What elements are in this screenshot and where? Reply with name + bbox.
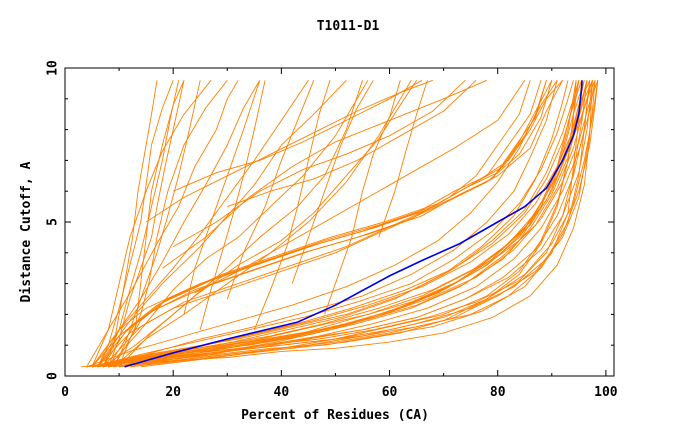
highlight-line-group [124, 80, 583, 368]
series-line-narrow-2 [97, 80, 174, 368]
x-axis-label: Percent of Residues (CA) [241, 408, 429, 423]
series-line-band-2 [97, 80, 553, 368]
series-line-cross-5 [194, 80, 526, 294]
series-line-steep-8 [199, 80, 266, 330]
series-line-bundle-15 [91, 80, 574, 368]
y-tick-label: 0 [46, 372, 61, 380]
series-line-slow-2 [108, 80, 582, 368]
series-line-mid-2 [97, 79, 347, 368]
series-line-cross-1 [162, 79, 488, 269]
series-line-narrow-6 [102, 80, 180, 367]
series-line-far-1 [129, 80, 599, 368]
series-line-cross-6 [227, 79, 477, 208]
series-line-slow-3 [119, 80, 593, 368]
series-line-slow-1 [97, 80, 591, 368]
series-line-narrow-1 [102, 80, 158, 368]
series-line-mid-8 [118, 80, 417, 368]
series-line-far-2 [140, 80, 599, 368]
x-tick-label: 80 [490, 385, 506, 400]
series-line-steep-5 [378, 80, 428, 238]
series-line-slow-4 [129, 80, 596, 368]
series-line-mid-3 [107, 80, 369, 368]
series-line-band-5 [91, 80, 531, 368]
series-line-low-band-2 [102, 80, 563, 368]
x-tick-label: 60 [382, 385, 398, 400]
series-line-steep-6 [324, 80, 401, 315]
series-line-steep-3 [226, 80, 315, 300]
y-axis-label: Distance Cutoff, A [19, 161, 34, 302]
series-line-far-3 [119, 80, 593, 368]
series-line-steep-2 [183, 80, 261, 315]
x-tick-label: 20 [165, 385, 181, 400]
x-tick-label: 100 [594, 385, 618, 400]
series-line-mid-6 [97, 80, 261, 368]
series-line-bundle-10 [102, 80, 599, 368]
series-line-steep-4 [291, 80, 374, 284]
y-tick-label: 5 [46, 218, 61, 226]
axis-ticks: 0 20 40 60 80 100 0 5 10 [46, 60, 618, 400]
series-line-bundle-17 [86, 80, 547, 368]
series-line-bundle-16 [97, 80, 558, 368]
series-line-bundle-12 [97, 80, 588, 368]
chart-title: T1011-D1 [317, 19, 380, 34]
y-tick-label: 10 [46, 60, 61, 76]
series-line-slow-8 [102, 80, 588, 368]
x-tick-label: 0 [61, 385, 69, 400]
plot-lines [81, 79, 599, 368]
x-tick-label: 40 [274, 385, 290, 400]
series-line-steep-1 [134, 80, 185, 330]
series-line-mid-5 [102, 80, 363, 368]
series-line-mid-7 [86, 80, 239, 368]
series-line-slow-6 [81, 80, 580, 368]
series-line-cross-3 [145, 79, 433, 223]
series-line-bundle-09 [91, 80, 582, 368]
series-line-narrow-5 [91, 80, 212, 367]
highlight-series-line [124, 80, 583, 368]
series-line-steep-7 [253, 80, 331, 330]
series-line-cross-4 [173, 79, 423, 192]
series-line-cross-2 [172, 79, 466, 247]
series-line-mid-1 [91, 80, 309, 368]
